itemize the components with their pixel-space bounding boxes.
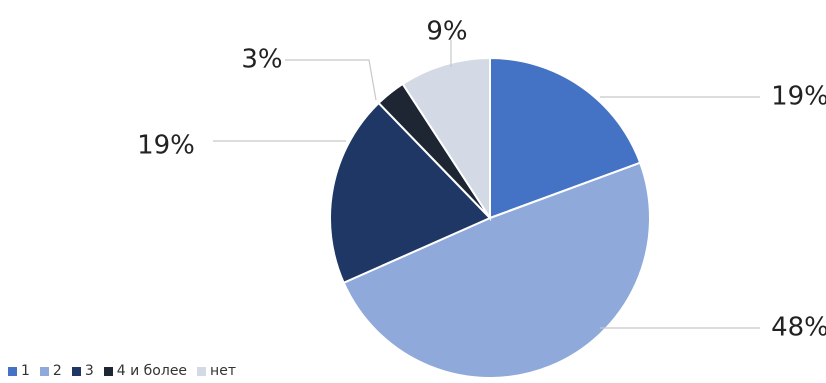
legend-item-3: 3 (71, 363, 94, 379)
leader-line-4 (285, 59, 377, 101)
pie-slice-1 (489, 56, 642, 220)
legend-swatch (103, 366, 113, 376)
legend-label: 2 (52, 363, 62, 379)
pie-slice-3 (329, 101, 492, 285)
legend-label: нет (210, 363, 236, 379)
pie-slices (329, 56, 651, 379)
data-label-1: 19% (771, 82, 826, 112)
legend-swatch (8, 366, 17, 376)
legend-label: 1 (21, 363, 30, 379)
legend-label: 3 (84, 363, 94, 379)
legend-item-1: 1 (8, 363, 30, 379)
data-label-2: 48% (771, 313, 826, 343)
legend-label: 4 и более (116, 363, 188, 379)
legend-item-2: 2 (39, 363, 62, 379)
data-label-3: 19% (137, 131, 195, 161)
legend-swatch (71, 366, 81, 376)
pie-slice-2 (342, 161, 651, 379)
legend-item-none: нет (197, 363, 236, 379)
pie-slice-5 (401, 56, 491, 222)
legend-item-4-and-more: 4 и более (103, 363, 188, 379)
legend-swatch (197, 366, 207, 376)
legend: 1 2 3 4 и более нет (8, 363, 236, 379)
leader-lines (213, 40, 760, 329)
data-label-4: 3% (241, 45, 282, 75)
legend-swatch (39, 366, 49, 376)
data-label-5: 9% (426, 17, 467, 47)
data-labels: 19% 48% 19% 3% 9% (137, 17, 826, 343)
